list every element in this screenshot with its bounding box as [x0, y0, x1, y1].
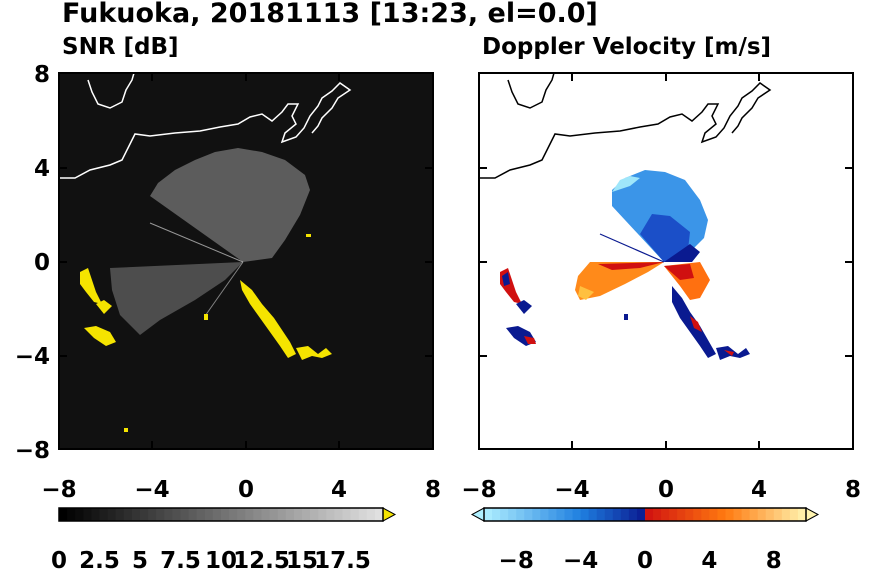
- snr-colorbar-tick-label: 17.5: [314, 548, 371, 570]
- snr-x-tick-label: 4: [331, 477, 347, 503]
- doppler-coastline: [479, 82, 772, 179]
- doppler-colorbar: [470, 507, 820, 522]
- snr-y-tick-label: 4: [34, 156, 50, 182]
- doppler-colorbar-tick-label: 4: [701, 548, 717, 570]
- doppler-x-tick-label: −8: [461, 477, 496, 503]
- snr-panel-title: SNR [dB]: [62, 34, 179, 60]
- snr-panel: 8 4 0 −4 −8 −8 −4 0 4 8 0 2.5 5 7.5 1012.515…: [15, 62, 441, 570]
- snr-colorbar-tick-label: 15: [286, 548, 318, 570]
- doppler-x-tick-label: 8: [845, 477, 861, 503]
- snr-x-tick-label: −4: [134, 477, 169, 503]
- snr-colorbar-tick-label: 12.5: [233, 548, 290, 570]
- snr-y-tick-label: 8: [34, 62, 50, 88]
- doppler-panel-title: Doppler Velocity [m/s]: [482, 34, 772, 60]
- snr-x-tick-label: 0: [238, 477, 254, 503]
- snr-y-tick-label: −8: [15, 438, 50, 464]
- doppler-colorbar-tick-label: −4: [563, 548, 598, 570]
- doppler-colorbar-tick-label: 0: [637, 548, 653, 570]
- snr-colorbar: [58, 507, 397, 522]
- snr-x-tick-marks: [58, 73, 434, 449]
- doppler-precipitation-echo: [500, 268, 750, 360]
- snr-strong-echo: [80, 234, 332, 432]
- doppler-x-tick-marks: [571, 73, 760, 449]
- snr-coastline: [59, 82, 352, 179]
- snr-y-tick-marks: [59, 72, 433, 450]
- doppler-colorbar-tick-label: 8: [766, 548, 782, 570]
- snr-colorbar-tick-label: 7.5: [160, 548, 201, 570]
- snr-colorbar-tick-label: 10: [205, 548, 237, 570]
- doppler-x-tick-label: 0: [658, 477, 674, 503]
- doppler-panel: −8 −4 0 4 8 −8 −4 0 4 8: [461, 72, 861, 570]
- snr-x-tick-label: 8: [425, 477, 441, 503]
- doppler-y-tick-marks: [479, 167, 853, 357]
- snr-colorbar-tick-label: 2.5: [79, 548, 120, 570]
- figure-title: Fukuoka, 20181113 [13:23, el=0.0]: [62, 0, 598, 29]
- doppler-colorbar-tick-label: −8: [499, 548, 534, 570]
- snr-clutter-fan-northwest: [150, 148, 310, 262]
- doppler-x-tick-label: −4: [554, 477, 589, 503]
- snr-y-tick-label: −4: [15, 344, 50, 370]
- snr-colorbar-tick-label: 0: [51, 548, 67, 570]
- snr-y-tick-label: 0: [34, 250, 50, 276]
- snr-clutter-fan-west: [110, 262, 243, 335]
- doppler-receding-fan-west: [575, 262, 664, 300]
- snr-colorbar-tick-label: 5: [132, 548, 148, 570]
- doppler-x-tick-label: 4: [751, 477, 767, 503]
- snr-x-tick-label: −8: [41, 477, 76, 503]
